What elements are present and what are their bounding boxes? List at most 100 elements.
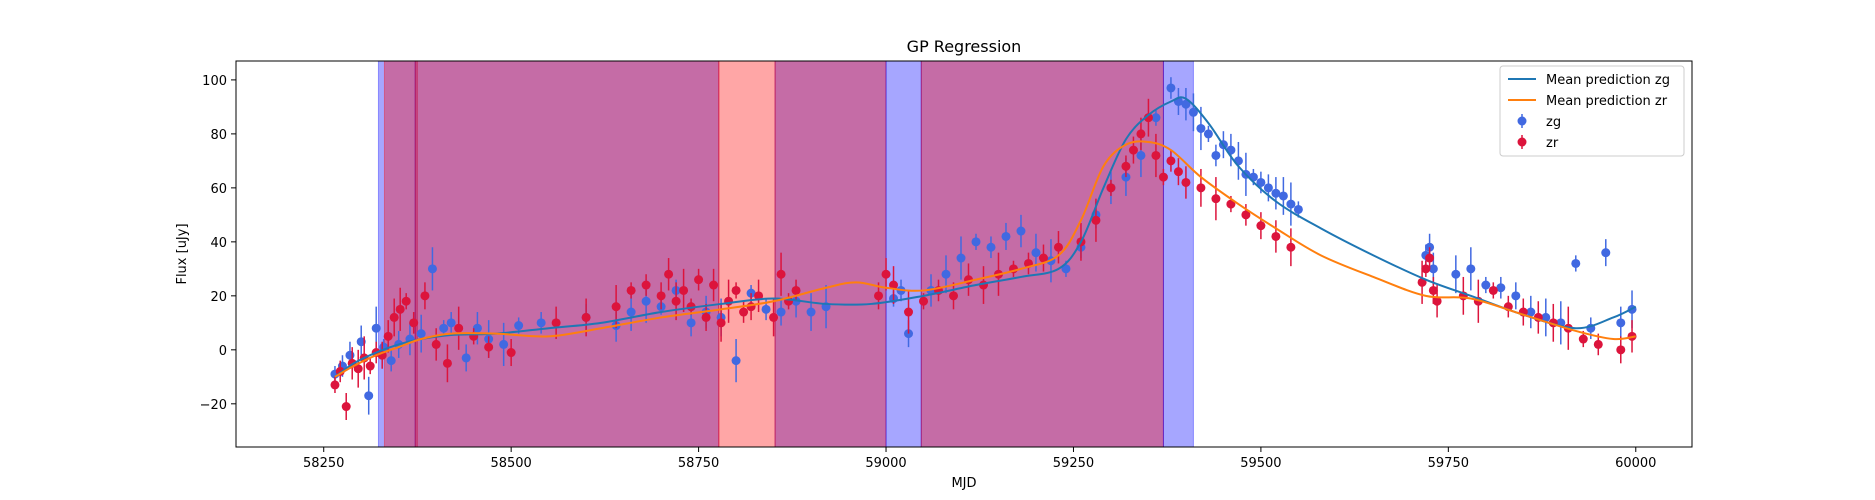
point-zr bbox=[919, 296, 929, 306]
point-zg bbox=[1166, 83, 1176, 93]
point-zg bbox=[1278, 191, 1288, 201]
point-zg bbox=[986, 242, 996, 252]
point-zg bbox=[472, 323, 482, 333]
x-tick-label: 58750 bbox=[678, 456, 719, 471]
y-tick-label: 100 bbox=[202, 74, 227, 89]
point-zg bbox=[1136, 150, 1146, 160]
y-tick-label: −20 bbox=[200, 398, 227, 413]
point-zr bbox=[1196, 183, 1206, 193]
point-zr bbox=[746, 302, 756, 312]
point-zg bbox=[1541, 312, 1551, 322]
point-zg bbox=[1256, 177, 1266, 187]
point-zg bbox=[641, 296, 651, 306]
legend-label: zg bbox=[1546, 115, 1561, 130]
legend-box bbox=[1499, 65, 1685, 157]
point-zg bbox=[806, 307, 816, 317]
legend-label: Mean prediction zg bbox=[1546, 73, 1670, 88]
point-zr bbox=[353, 364, 363, 374]
point-zr bbox=[679, 285, 689, 295]
point-zg bbox=[1031, 248, 1041, 258]
point-zr bbox=[1151, 150, 1161, 160]
point-zg bbox=[364, 391, 374, 401]
point-zr bbox=[454, 323, 464, 333]
shaded-region-zr bbox=[383, 61, 418, 447]
point-zr bbox=[626, 285, 636, 295]
point-zr bbox=[1226, 199, 1236, 209]
plot-area-frame bbox=[235, 60, 1693, 448]
point-zr bbox=[383, 331, 393, 341]
x-axis-label: MJD bbox=[951, 476, 976, 491]
point-zr bbox=[506, 348, 516, 358]
shaded-region-zr bbox=[414, 61, 720, 447]
point-zg bbox=[1496, 283, 1506, 293]
y-axis-ticks: −20 0 20 40 60 80 100 bbox=[200, 74, 236, 413]
point-zr bbox=[1106, 183, 1116, 193]
point-zr bbox=[409, 318, 419, 328]
point-zr bbox=[1121, 161, 1131, 171]
shaded-region-zr bbox=[718, 61, 776, 447]
legend-swatch-marker bbox=[1517, 137, 1527, 147]
point-zg bbox=[1151, 113, 1161, 123]
shaded-region-zr bbox=[774, 61, 887, 447]
point-zg bbox=[427, 264, 437, 274]
point-zr bbox=[1128, 145, 1138, 155]
point-zr bbox=[484, 342, 494, 352]
point-zg bbox=[386, 356, 396, 366]
point-zr bbox=[1038, 253, 1048, 263]
point-zg bbox=[536, 318, 546, 328]
point-zr bbox=[776, 269, 786, 279]
point-zr bbox=[551, 318, 561, 328]
line-mean-prediction-zr bbox=[334, 140, 1636, 378]
point-zr bbox=[904, 307, 914, 317]
point-zr bbox=[739, 307, 749, 317]
point-zr bbox=[641, 280, 651, 290]
point-zr bbox=[1616, 345, 1626, 355]
x-axis-ticks: 58250 58500 58750 59000 59250 59500 59750 60000 bbox=[303, 447, 1656, 471]
point-zr bbox=[1425, 253, 1435, 263]
shaded-region-zg bbox=[377, 61, 416, 447]
shaded-region-zg bbox=[414, 61, 720, 447]
point-zr bbox=[1286, 242, 1296, 252]
x-tick-label: 59500 bbox=[1240, 456, 1281, 471]
point-zg bbox=[371, 323, 381, 333]
point-zr bbox=[365, 361, 375, 371]
point-zg bbox=[1526, 307, 1536, 317]
x-tick-label: 59250 bbox=[1053, 456, 1094, 471]
point-zg bbox=[345, 350, 355, 360]
point-zr bbox=[1143, 113, 1153, 123]
x-tick-label: 58250 bbox=[303, 456, 344, 471]
legend-swatch-marker bbox=[1517, 116, 1527, 126]
point-zg bbox=[1571, 258, 1581, 268]
y-tick-label: 0 bbox=[219, 344, 227, 359]
point-zr bbox=[1166, 156, 1176, 166]
point-zg bbox=[1293, 204, 1303, 214]
point-zr bbox=[581, 312, 591, 322]
point-zr bbox=[389, 312, 399, 322]
point-zg bbox=[941, 269, 951, 279]
point-zg bbox=[1271, 188, 1281, 198]
point-zr bbox=[1091, 215, 1101, 225]
point-zg bbox=[1181, 99, 1191, 109]
point-zg bbox=[971, 237, 981, 247]
point-zg bbox=[956, 253, 966, 263]
point-zr bbox=[431, 339, 441, 349]
point-zr bbox=[701, 312, 711, 322]
point-zr bbox=[754, 291, 764, 301]
point-zr bbox=[671, 296, 681, 306]
x-tick-label: 59000 bbox=[865, 456, 906, 471]
point-zr bbox=[1158, 172, 1168, 182]
point-zg bbox=[499, 339, 509, 349]
point-zr bbox=[1053, 242, 1063, 252]
point-zg bbox=[1428, 264, 1438, 274]
point-zg bbox=[731, 356, 741, 366]
point-zg bbox=[1286, 199, 1296, 209]
point-zg bbox=[1481, 280, 1491, 290]
y-tick-label: 80 bbox=[210, 128, 227, 143]
point-zg bbox=[1001, 231, 1011, 241]
point-zr bbox=[881, 269, 891, 279]
point-zr bbox=[341, 402, 351, 412]
point-zg bbox=[439, 323, 449, 333]
point-zr bbox=[791, 285, 801, 295]
y-tick-label: 60 bbox=[210, 182, 227, 197]
